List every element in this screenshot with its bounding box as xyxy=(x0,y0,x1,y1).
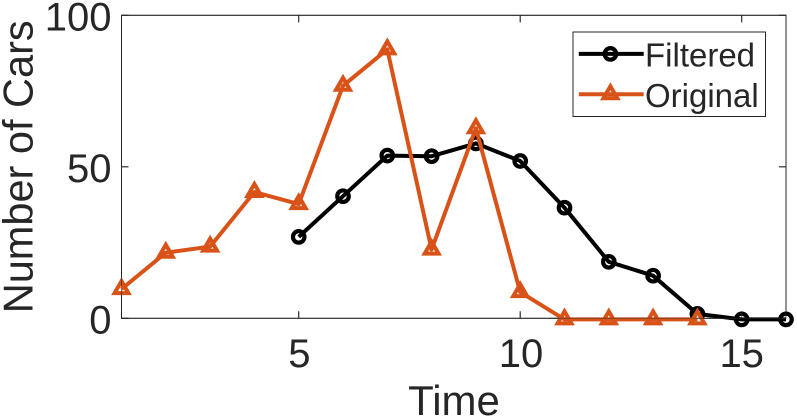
svg-text:Number of Cars: Number of Cars xyxy=(0,20,42,313)
svg-text:100: 100 xyxy=(45,0,112,40)
svg-text:10: 10 xyxy=(499,332,544,376)
svg-text:Time: Time xyxy=(408,377,500,417)
svg-text:Original: Original xyxy=(645,77,759,114)
svg-text:0: 0 xyxy=(89,298,111,342)
svg-text:5: 5 xyxy=(288,332,310,376)
svg-text:15: 15 xyxy=(719,332,764,376)
svg-text:50: 50 xyxy=(67,147,112,191)
svg-text:Filtered: Filtered xyxy=(645,37,755,74)
